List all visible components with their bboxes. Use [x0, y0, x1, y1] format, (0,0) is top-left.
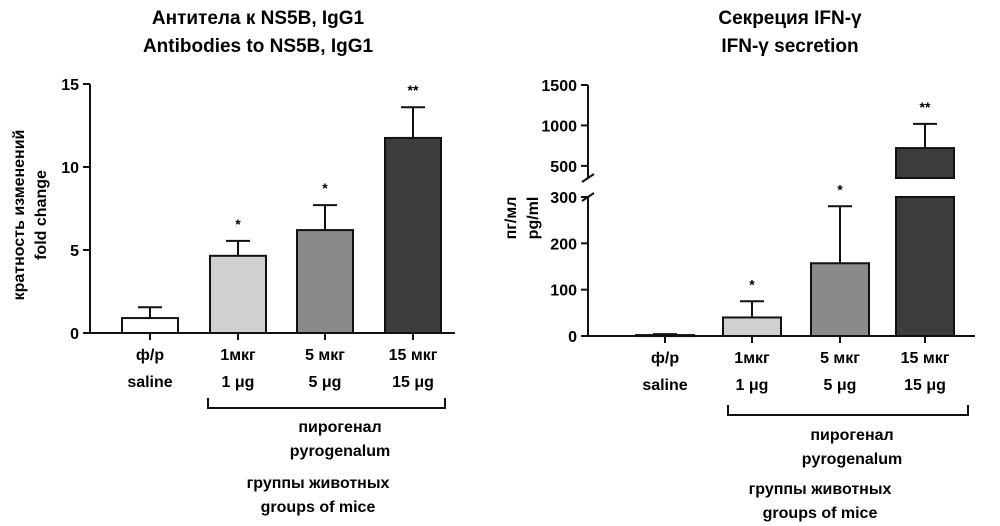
left-ylabel: кратность изменений	[11, 130, 28, 301]
right-significance-mark: *	[749, 276, 755, 292]
left-y-axis: 0 5 10 15	[61, 77, 91, 343]
right-error-bars	[653, 122, 937, 336]
right-category-label: 1мкг	[734, 350, 770, 367]
right-category-label-en: 5 μg	[824, 377, 857, 394]
left-category-label: 1мкг	[220, 347, 256, 364]
left-category-label-en: 15 μg	[392, 374, 434, 391]
left-category-label-en: 1 μg	[222, 374, 255, 391]
left-error-bars	[138, 106, 425, 319]
right-xlabel: группы животных	[749, 481, 892, 498]
left-category-label-en: 5 μg	[309, 374, 342, 391]
left-category-label: 15 мкг	[389, 347, 438, 364]
right-title: Секреция IFN-γ	[718, 8, 862, 29]
right-significance-mark: **	[920, 99, 931, 115]
right-category-label-en: 1 μg	[736, 377, 769, 394]
right-y-tick-label: 300	[550, 190, 577, 207]
right-subtitle: IFN-γ secretion	[721, 36, 858, 57]
right-category-label-en: 15 μg	[904, 377, 946, 394]
right-axis-break-mark	[581, 173, 595, 183]
left-significance-mark: *	[322, 180, 328, 196]
left-group-label: пирогенал	[298, 419, 381, 436]
left-x-axis	[90, 332, 455, 340]
chart-left: Антитела к NS5B, IgG1 Antibodies to NS5B…	[11, 8, 455, 516]
right-xlabel-en: groups of mice	[763, 505, 878, 522]
left-category-label: 5 мкг	[305, 347, 345, 364]
right-y-tick-label: 1500	[541, 78, 577, 95]
left-title: Антитела к NS5B, IgG1	[152, 8, 365, 29]
right-ylabel-en: pg/ml	[525, 197, 542, 240]
left-bar	[209, 254, 267, 334]
left-category-label: ф/р	[136, 347, 164, 364]
left-bars	[121, 136, 442, 334]
chart-right: Секреция IFN-γ IFN-γ secretion пг/мл pg/…	[503, 8, 975, 522]
left-xlabel: группы животных	[247, 475, 390, 492]
right-category-label: 15 мкг	[901, 350, 950, 367]
left-group-bracket	[207, 398, 446, 409]
left-ylabel-en: fold change	[33, 170, 50, 260]
left-y-tick-label: 15	[61, 77, 79, 94]
left-bar	[121, 317, 179, 334]
left-significance-mark: *	[235, 216, 241, 232]
right-category-labels: ф/р saline 1мкг 1 μg 5 мкг 5 μg 15 мкг 15 μg	[642, 350, 949, 394]
right-bar-lower	[895, 196, 955, 337]
right-significance-mark: *	[837, 181, 843, 197]
left-bar	[384, 136, 442, 334]
right-group-label: пирогенал	[810, 427, 893, 444]
right-y-axis: 0 100 200 300 500 1000 1500	[541, 78, 595, 346]
left-significance: ****	[235, 82, 419, 232]
right-y-tick-label: 0	[568, 329, 577, 346]
left-y-tick-label: 5	[70, 243, 79, 260]
right-group-bracket	[727, 405, 969, 416]
right-bar	[635, 334, 695, 338]
right-y-tick-label: 500	[550, 159, 577, 176]
left-bar	[296, 229, 354, 334]
right-category-label: 5 мкг	[820, 350, 860, 367]
left-category-label-en: saline	[127, 374, 172, 391]
right-y-tick-label: 1000	[541, 118, 577, 135]
left-significance-mark: **	[408, 82, 419, 98]
right-group-label-en: pyrogenalum	[802, 451, 902, 468]
right-bar-upper	[895, 147, 955, 180]
right-bars	[635, 147, 955, 338]
right-y-tick-label: 200	[550, 236, 577, 253]
right-bar	[810, 262, 870, 337]
right-bar	[722, 316, 782, 338]
right-axis-break-mark	[581, 192, 595, 202]
right-significance: ****	[749, 99, 931, 292]
right-y-tick-label: 100	[550, 283, 577, 300]
right-category-label-en: saline	[642, 377, 687, 394]
left-xlabel-en: groups of mice	[261, 499, 376, 516]
left-y-tick-label: 0	[70, 326, 79, 343]
left-subtitle: Antibodies to NS5B, IgG1	[143, 36, 374, 57]
left-category-labels: ф/р saline 1мкг 1 μg 5 мкг 5 μg 15 мкг 15 μg	[127, 347, 437, 391]
right-category-label: ф/р	[651, 350, 679, 367]
left-y-tick-label: 10	[61, 160, 79, 177]
right-ylabel: пг/мл	[503, 197, 520, 240]
left-group-label-en: pyrogenalum	[290, 443, 390, 460]
